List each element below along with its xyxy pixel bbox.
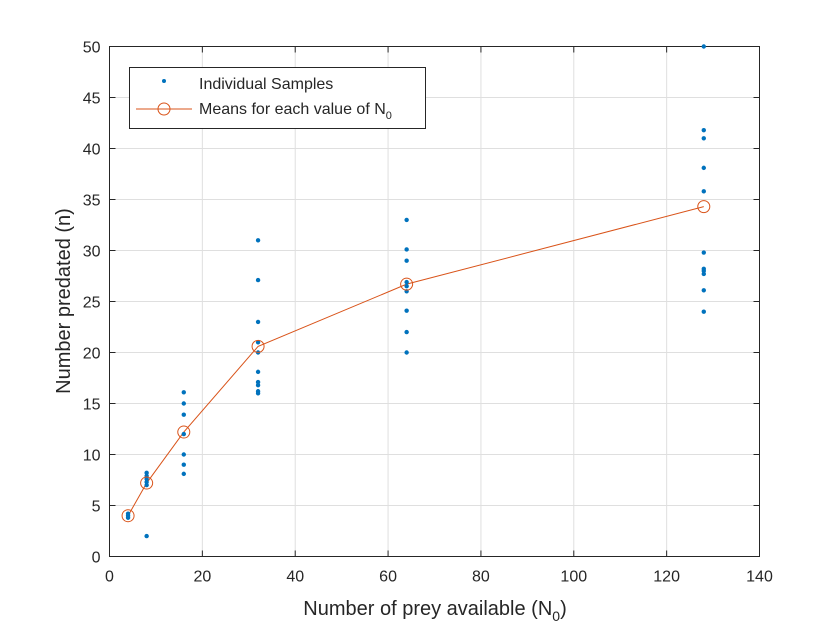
y-tick-label: 10 — [83, 448, 101, 465]
series-markers — [121, 44, 711, 539]
y-tick-label: 20 — [83, 346, 101, 363]
x-axis-label-subscript: 0 — [552, 608, 560, 624]
sample-point — [255, 238, 261, 243]
x-tick-label: 0 — [105, 569, 114, 586]
mean-point — [697, 200, 711, 214]
sample-point — [181, 431, 186, 437]
x-tick-label: 80 — [472, 569, 490, 586]
legend-label-means-main: Means for each value of N — [199, 101, 386, 118]
legend-circle-icon — [157, 102, 171, 116]
sample-point — [701, 309, 706, 314]
x-axis-label-end: ) — [560, 598, 567, 620]
sample-point — [181, 390, 186, 395]
y-tick-label: 35 — [83, 193, 101, 210]
sample-point — [701, 266, 706, 272]
mean-point — [400, 277, 414, 291]
y-tick-label: 15 — [83, 397, 101, 414]
x-tick-label: 40 — [286, 569, 304, 586]
sample-point — [125, 515, 131, 520]
sample-point — [144, 470, 149, 476]
sample-point — [404, 279, 409, 285]
legend-dot-icon — [162, 79, 166, 83]
y-tick-label: 5 — [92, 499, 101, 516]
sample-point — [181, 401, 186, 406]
sample-point — [255, 319, 261, 325]
y-tick-label: 40 — [83, 142, 101, 159]
sample-point — [255, 340, 261, 345]
sample-point — [255, 369, 261, 375]
sample-point — [701, 271, 706, 277]
mean-point — [121, 509, 135, 523]
sample-point — [701, 288, 706, 293]
sample-point — [404, 308, 409, 313]
sample-point — [701, 189, 706, 194]
y-tick-label: 45 — [83, 91, 101, 108]
sample-point — [181, 471, 186, 477]
sample-point — [144, 482, 149, 488]
sample-point — [701, 127, 706, 133]
x-tick-label: 140 — [746, 569, 773, 586]
y-tick-label: 50 — [83, 40, 101, 57]
x-tick-label: 100 — [560, 569, 587, 586]
sample-point — [701, 44, 706, 49]
axis-ticks: 0 20 40 60 80 100 120 140 0 5 10 15 20 25 30 35 40 45 50 — [83, 40, 773, 586]
sample-point — [404, 329, 409, 335]
legend-label-means: Means for each value of N0 — [199, 101, 392, 122]
sample-point — [701, 136, 706, 141]
sample-point — [701, 165, 706, 171]
sample-point — [125, 511, 131, 516]
sample-point — [404, 350, 409, 355]
sample-point — [255, 389, 261, 394]
sample-point — [144, 476, 149, 482]
sample-point — [181, 462, 186, 467]
mean-point — [140, 476, 154, 490]
y-tick-label: 0 — [92, 550, 101, 567]
x-tick-label: 60 — [379, 569, 397, 586]
sample-point — [181, 452, 186, 457]
sample-point — [144, 533, 149, 539]
x-tick-label: 20 — [193, 569, 211, 586]
sample-point — [404, 284, 409, 289]
sample-point — [181, 412, 186, 417]
sample-point — [404, 258, 409, 263]
sample-point — [255, 382, 261, 388]
y-axis-label: Number predated (n) — [53, 208, 75, 394]
sample-point — [144, 479, 149, 485]
mean-point — [251, 339, 265, 353]
sample-point — [701, 250, 706, 255]
x-axis-label: Number of prey available (N0) — [303, 598, 566, 624]
legend-label-means-subscript: 0 — [386, 110, 392, 122]
y-tick-label: 30 — [83, 244, 101, 261]
x-tick-label: 120 — [653, 569, 680, 586]
mean-point — [177, 425, 191, 439]
sample-point — [404, 217, 409, 223]
legend-label-samples: Individual Samples — [199, 76, 333, 93]
sample-point — [255, 277, 261, 283]
legend-box — [129, 67, 426, 129]
x-axis-label-main: Number of prey available (N — [303, 598, 552, 620]
sample-point — [404, 247, 409, 252]
y-tick-label: 25 — [83, 295, 101, 312]
sample-point — [255, 379, 261, 385]
legend: Individual Samples Means for each value … — [129, 67, 426, 129]
